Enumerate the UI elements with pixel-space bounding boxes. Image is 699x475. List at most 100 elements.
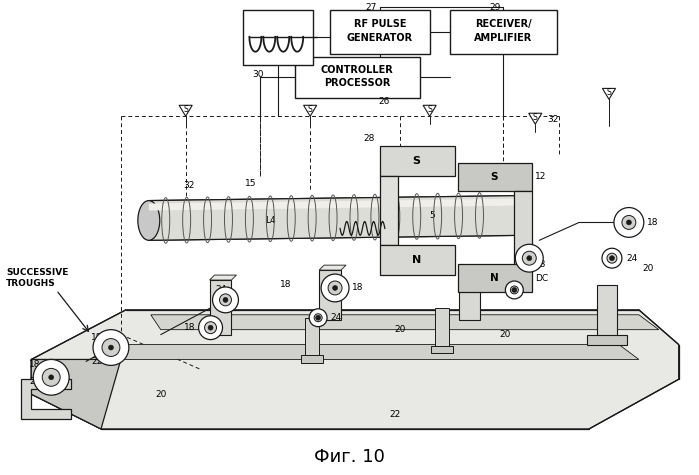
Text: L4: L4: [265, 216, 275, 225]
Polygon shape: [151, 315, 658, 330]
Bar: [319, 270, 341, 320]
Text: 32: 32: [184, 181, 195, 190]
Bar: [243, 10, 313, 65]
Circle shape: [610, 256, 614, 261]
Circle shape: [316, 315, 321, 320]
Text: S: S: [607, 88, 612, 97]
Text: 30: 30: [252, 70, 264, 79]
Text: 12: 12: [535, 172, 547, 181]
Text: 29: 29: [489, 2, 500, 11]
Bar: [380, 245, 454, 275]
Text: 24: 24: [330, 313, 341, 322]
Polygon shape: [303, 105, 317, 116]
Text: 18: 18: [280, 280, 291, 289]
Text: 24: 24: [215, 285, 226, 294]
Circle shape: [602, 248, 622, 268]
Circle shape: [626, 220, 631, 225]
Circle shape: [309, 309, 327, 327]
Circle shape: [527, 256, 532, 261]
Bar: [458, 264, 532, 292]
Polygon shape: [111, 344, 639, 360]
Bar: [305, 318, 319, 355]
Circle shape: [34, 360, 69, 395]
Circle shape: [108, 345, 113, 350]
Text: 28: 28: [363, 133, 375, 142]
Bar: [514, 190, 532, 264]
Text: 18: 18: [29, 360, 41, 369]
Text: 27: 27: [365, 2, 376, 11]
Text: PROCESSOR: PROCESSOR: [324, 78, 390, 88]
Text: Фиг. 10: Фиг. 10: [314, 448, 384, 466]
Text: GENERATOR: GENERATOR: [347, 33, 413, 43]
Circle shape: [328, 281, 342, 295]
Circle shape: [512, 287, 517, 293]
Polygon shape: [459, 265, 486, 270]
Circle shape: [321, 274, 349, 302]
Circle shape: [102, 339, 120, 356]
Circle shape: [93, 330, 129, 365]
Bar: [210, 280, 231, 334]
Polygon shape: [319, 265, 346, 270]
Text: 20: 20: [395, 325, 406, 334]
Circle shape: [205, 322, 217, 333]
Circle shape: [212, 287, 238, 313]
Text: 26: 26: [378, 97, 389, 106]
Text: 20: 20: [156, 390, 167, 399]
Circle shape: [314, 314, 322, 322]
Text: 22: 22: [29, 377, 41, 386]
Bar: [380, 146, 454, 176]
Text: DC: DC: [535, 274, 549, 283]
Text: S: S: [491, 172, 498, 182]
Circle shape: [614, 208, 644, 238]
Text: S: S: [533, 113, 538, 122]
Text: S: S: [308, 105, 312, 114]
Circle shape: [223, 297, 228, 303]
Polygon shape: [149, 199, 519, 210]
Bar: [458, 163, 532, 190]
Circle shape: [515, 244, 543, 272]
Bar: [330, 10, 430, 54]
Circle shape: [208, 325, 213, 330]
Bar: [295, 57, 419, 98]
Text: RF PULSE: RF PULSE: [354, 19, 406, 29]
Bar: [449, 10, 557, 54]
Circle shape: [199, 316, 222, 340]
Text: S: S: [427, 105, 432, 114]
Bar: [459, 270, 480, 320]
Polygon shape: [423, 105, 436, 116]
Polygon shape: [603, 88, 616, 99]
Text: SUCCESSIVE: SUCCESSIVE: [6, 267, 69, 276]
Text: TROUGHS: TROUGHS: [6, 279, 56, 288]
Polygon shape: [528, 113, 542, 124]
Circle shape: [219, 294, 231, 306]
Bar: [301, 355, 323, 363]
Bar: [587, 334, 627, 344]
Text: 13: 13: [535, 260, 547, 269]
Polygon shape: [31, 360, 121, 429]
Text: 32: 32: [547, 114, 559, 124]
Text: CONTROLLER: CONTROLLER: [321, 65, 394, 75]
Polygon shape: [31, 310, 679, 429]
Circle shape: [522, 251, 536, 265]
Text: 20: 20: [643, 264, 654, 273]
Circle shape: [607, 253, 617, 263]
Text: 5: 5: [430, 211, 435, 220]
Text: 15: 15: [245, 179, 257, 188]
Text: RECEIVER/: RECEIVER/: [475, 19, 532, 29]
Text: 22: 22: [390, 409, 401, 418]
Text: AMPLIFIER: AMPLIFIER: [474, 33, 533, 43]
Text: 18: 18: [184, 323, 196, 332]
Circle shape: [42, 369, 60, 386]
Circle shape: [505, 281, 524, 299]
Text: 18: 18: [647, 218, 658, 227]
Bar: [380, 176, 398, 245]
Text: 24: 24: [626, 254, 637, 263]
Text: S: S: [183, 105, 188, 114]
Polygon shape: [149, 196, 519, 240]
Circle shape: [510, 286, 519, 294]
Text: S: S: [412, 156, 421, 166]
Text: 20: 20: [499, 330, 511, 339]
Polygon shape: [210, 275, 236, 280]
Text: 15: 15: [380, 179, 391, 188]
Circle shape: [333, 285, 338, 290]
